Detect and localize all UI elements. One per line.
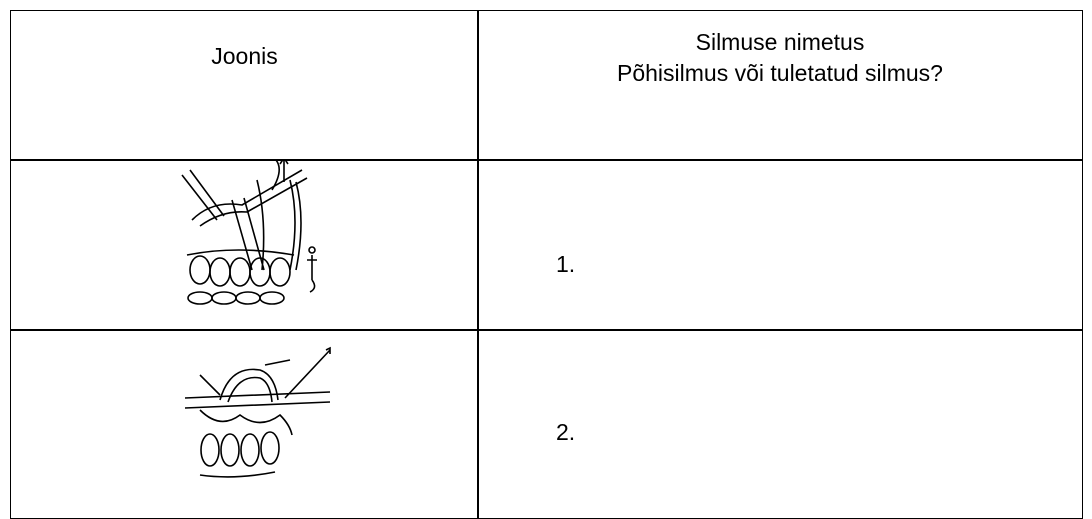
crochet-illustration-2 <box>184 346 331 478</box>
header-name-line1: Silmuse nimetus <box>695 29 865 55</box>
header-name-cell <box>477 10 1083 161</box>
page: Joonis Silmuse nimetus Põhisilmus või tu… <box>10 10 1083 519</box>
row-name: 2. <box>556 419 576 445</box>
crochet-illustration-1 <box>181 160 317 305</box>
row-name: 1. <box>556 251 576 277</box>
row1-name-cell <box>477 159 1083 331</box>
row1-picture-cell <box>10 159 479 331</box>
header-picture: Joonis <box>211 43 278 69</box>
header-name-line2: Põhisilmus või tuletatud silmus? <box>617 60 943 86</box>
header-picture-cell <box>10 10 479 161</box>
